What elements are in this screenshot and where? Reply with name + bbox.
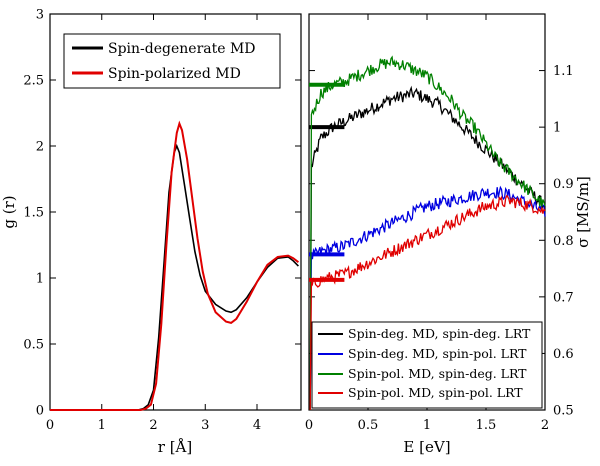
right-x-tick-label-1: 0.5 [358,418,379,433]
left-panel-gr: 0 1 2 3 4 0 0.5 1 1.5 2 2.5 3 r [Å] g (r) Spin-dege… [0,8,302,456]
left-y-tick-label-5: 2.5 [23,74,44,89]
right-legend-box [311,321,543,409]
left-y-tick-label-6: 3 [36,8,44,23]
right-x-tick-label-2: 1 [423,418,431,433]
right-y-tick-label-3: 0.8 [553,234,574,249]
right-x-tick-label-0: 0 [305,418,313,433]
right-y-tick-label-2: 0.7 [553,290,574,305]
right-y-tick-label-1: 0.6 [553,347,574,362]
left-x-tick-label-0: 0 [46,418,54,433]
right-y-axis-label: σ [MS/m] [574,176,592,248]
left-x-tick-label-2: 2 [149,418,157,433]
legend-label-deg-pol: Spin-deg. MD, spin-pol. LRT [348,346,527,361]
right-x-tick-label-3: 1.5 [476,418,497,433]
left-x-tick-label-1: 1 [98,418,106,433]
left-x-tick-label-4: 4 [253,418,261,433]
left-legend-box [63,33,281,89]
right-series-line-3 [309,194,546,411]
legend-label-pol-deg: Spin-pol. MD, spin-deg. LRT [348,366,527,381]
right-x-tick-label-4: 2 [541,418,549,433]
left-legend: Spin-degenerate MD Spin-polarized MD [63,33,281,89]
left-y-tick-label-3: 1.5 [23,206,44,221]
left-x-tick-label-3: 3 [201,418,209,433]
left-series-line-0 [50,143,299,411]
left-series-group [50,120,300,411]
right-y-tick-label-0: 0.5 [553,404,574,419]
right-tick-group: 0 0.5 1 1.5 2 0.5 0.6 0.7 0.8 0.9 1 1.1 [305,14,574,433]
right-y-tick-label-4: 0.9 [553,177,574,192]
right-series-line-2 [309,55,546,411]
left-y-tick-label-4: 2 [36,140,44,155]
left-y-tick-label-2: 1 [36,272,44,287]
legend-label-spin-polarized: Spin-polarized MD [108,66,241,82]
left-series-line-1 [50,120,300,411]
right-x-axis-label: E [eV] [403,438,450,456]
left-y-axis-label: g (r) [0,195,18,228]
legend-label-pol-pol: Spin-pol. MD, spin-pol. LRT [348,385,523,400]
right-y-tick-label-5: 1 [553,121,561,136]
legend-label-deg-deg: Spin-deg. MD, spin-deg. LRT [348,326,531,341]
legend-label-spin-degenerate: Spin-degenerate MD [108,41,256,57]
right-series-group [309,55,546,411]
right-y-tick-label-6: 1.1 [553,64,574,79]
left-y-tick-label-0: 0 [36,404,44,419]
right-panel-conductivity: 0 0.5 1 1.5 2 0.5 0.6 0.7 0.8 0.9 1 1.1 E [eV] σ [M… [305,13,592,456]
right-legend: Spin-deg. MD, spin-deg. LRT Spin-deg. MD… [311,321,543,409]
left-tick-group: 0 1 2 3 4 0 0.5 1 1.5 2 2.5 3 [23,8,301,433]
left-x-axis-label: r [Å] [158,438,192,456]
left-y-tick-label-1: 0.5 [23,338,44,353]
right-series-line-1 [309,185,546,411]
